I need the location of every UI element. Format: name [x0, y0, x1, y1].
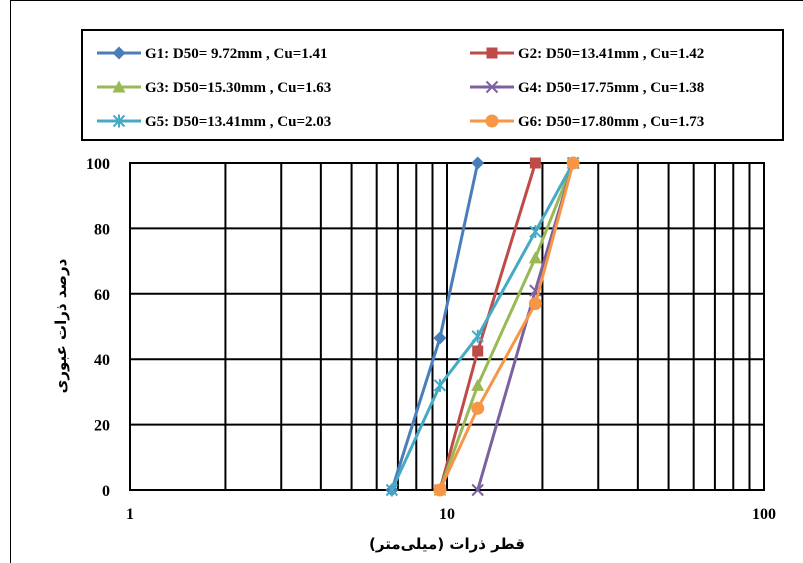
legend-item-6: G6: D50=17.80mm , Cu=1.73 — [470, 114, 704, 130]
legend-item-2: G2: D50=13.41mm , Cu=1.42 — [470, 46, 704, 62]
legend-label: G2: D50=13.41mm , Cu=1.42 — [518, 46, 704, 62]
legend: G1: D50= 9.72mm , Cu=1.41 G2: D50=13.41mm… — [97, 46, 704, 130]
data-point — [528, 251, 542, 264]
y-tick-label: 0 — [102, 483, 110, 500]
legend-label: G1: D50= 9.72mm , Cu=1.41 — [145, 46, 328, 62]
data-point — [485, 80, 499, 94]
series-1 — [385, 156, 485, 497]
data-point — [471, 483, 484, 497]
series-lines — [385, 156, 580, 497]
data-point — [112, 80, 126, 93]
data-point — [529, 157, 541, 169]
y-axis-title: درصد ذرات عبوری — [52, 258, 70, 393]
plot-area-border — [129, 162, 765, 491]
series-4 — [471, 156, 580, 497]
series-line — [390, 162, 480, 491]
chart-frame — [10, 0, 803, 563]
legend-label: G5: D50=13.41mm , Cu=2.03 — [145, 114, 331, 130]
legend-item-4: G4: D50=17.75mm , Cu=1.38 — [470, 80, 704, 96]
data-point — [471, 401, 485, 415]
data-point — [529, 225, 542, 239]
series-6 — [433, 156, 580, 497]
legend-label: G6: D50=17.80mm , Cu=1.73 — [518, 114, 704, 130]
legend-item-1: G1: D50= 9.72mm , Cu=1.41 — [97, 46, 328, 62]
data-point — [112, 114, 126, 128]
data-point — [433, 331, 447, 345]
y-tick-label: 20 — [94, 418, 110, 435]
series-line — [390, 162, 575, 491]
series-line — [438, 162, 575, 491]
x-axis-title: قطر ذرات (میلی‌متر) — [369, 535, 525, 553]
grid — [130, 163, 764, 490]
series-3 — [433, 156, 580, 496]
data-point — [471, 156, 485, 170]
data-point — [112, 46, 126, 60]
y-tick-label: 40 — [94, 352, 110, 369]
data-point — [385, 483, 399, 497]
y-tick-label: 80 — [94, 221, 110, 238]
legend-box — [81, 29, 784, 141]
data-point — [472, 345, 484, 357]
x-tick-label: 10 — [439, 506, 455, 523]
data-point — [528, 297, 542, 311]
data-point — [485, 114, 499, 128]
legend-item-5: G5: D50=13.41mm , Cu=2.03 — [97, 114, 331, 130]
data-point — [486, 47, 498, 59]
data-point — [471, 378, 485, 391]
data-point — [566, 156, 580, 170]
legend-label: G3: D50=15.30mm , Cu=1.63 — [145, 80, 331, 96]
tick-labels: 0 20 40 60 80 100 1 10 100 — [86, 156, 776, 523]
legend-item-3: G3: D50=15.30mm , Cu=1.63 — [97, 80, 331, 96]
series-line — [438, 162, 575, 491]
y-tick-label: 60 — [94, 287, 110, 304]
data-point — [433, 378, 447, 392]
legend-label: G4: D50=17.75mm , Cu=1.38 — [518, 80, 704, 96]
data-point — [433, 483, 447, 497]
x-tick-label: 1 — [126, 506, 134, 523]
data-point — [471, 329, 484, 343]
y-tick-label: 100 — [86, 156, 110, 173]
series-5 — [385, 156, 580, 497]
x-tick-label: 100 — [752, 506, 776, 523]
